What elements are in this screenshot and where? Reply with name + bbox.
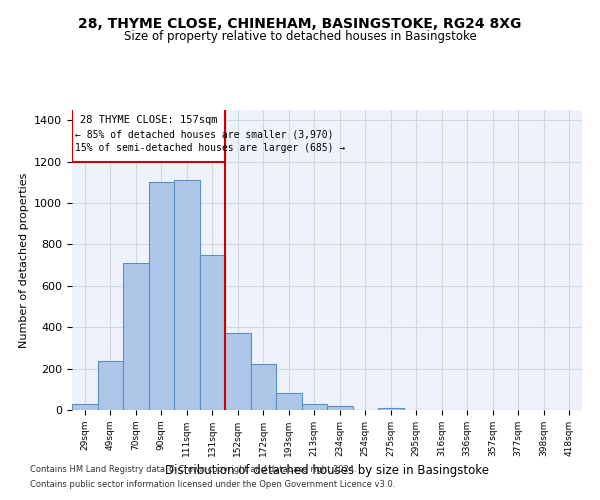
Bar <box>302 404 327 410</box>
Y-axis label: Number of detached properties: Number of detached properties <box>19 172 29 348</box>
Text: 15% of semi-detached houses are larger (685) →: 15% of semi-detached houses are larger (… <box>74 144 345 154</box>
Bar <box>149 182 174 410</box>
Bar <box>174 180 199 410</box>
Bar <box>97 362 123 410</box>
Text: Size of property relative to detached houses in Basingstoke: Size of property relative to detached ho… <box>124 30 476 43</box>
Bar <box>72 404 97 410</box>
Bar <box>123 263 149 410</box>
Text: 28, THYME CLOSE, CHINEHAM, BASINGSTOKE, RG24 8XG: 28, THYME CLOSE, CHINEHAM, BASINGSTOKE, … <box>79 18 521 32</box>
Bar <box>327 406 353 410</box>
Bar <box>276 394 302 410</box>
Bar <box>251 364 276 410</box>
Bar <box>378 408 404 410</box>
Text: Contains public sector information licensed under the Open Government Licence v3: Contains public sector information licen… <box>30 480 395 489</box>
Bar <box>72 108 225 162</box>
Text: ← 85% of detached houses are smaller (3,970): ← 85% of detached houses are smaller (3,… <box>74 130 333 140</box>
Bar <box>225 334 251 410</box>
Text: Contains HM Land Registry data © Crown copyright and database right 2024.: Contains HM Land Registry data © Crown c… <box>30 465 356 474</box>
Text: 28 THYME CLOSE: 157sqm: 28 THYME CLOSE: 157sqm <box>80 116 217 126</box>
Bar <box>199 255 225 410</box>
X-axis label: Distribution of detached houses by size in Basingstoke: Distribution of detached houses by size … <box>165 464 489 477</box>
